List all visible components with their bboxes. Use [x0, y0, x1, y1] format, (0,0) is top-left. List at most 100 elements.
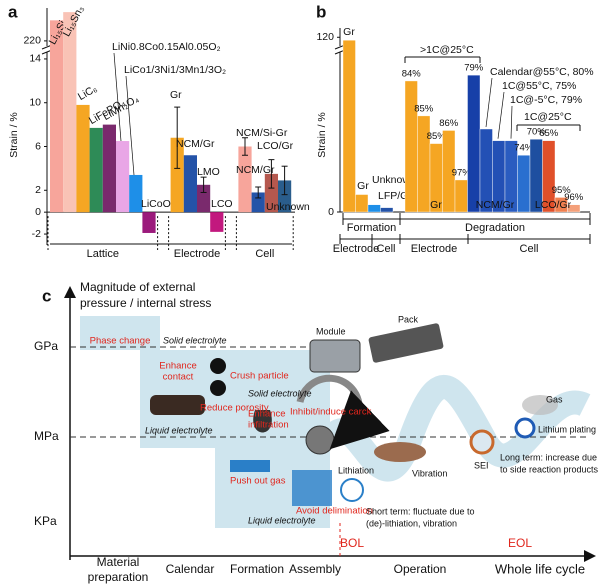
group-label: Electrode: [174, 248, 220, 260]
y-tick-label: 14: [29, 53, 41, 65]
y-tick-label: 10: [29, 97, 41, 109]
cycle-arrow: [296, 374, 390, 450]
label: Long term: increase due: [500, 452, 597, 462]
label: infiltration: [248, 420, 289, 431]
group-label: Degradation: [465, 222, 525, 234]
bar-note: 96%: [564, 192, 584, 203]
bar-label: LCO: [211, 198, 233, 210]
bar: [467, 74, 481, 213]
y-title: Magnitude of external: [80, 280, 195, 294]
cracked-particle: [305, 425, 335, 455]
label: to side reaction products: [500, 464, 599, 474]
bar-note: 95%: [552, 185, 572, 196]
bar-label: NCM/Si-Gr: [236, 127, 288, 139]
label: SEI: [474, 460, 489, 470]
bar: [264, 173, 278, 213]
panel-label: b: [316, 2, 326, 21]
group-label: Cell: [255, 248, 274, 260]
stack: [292, 470, 332, 506]
bar: [251, 192, 265, 213]
stage-label: Assembly: [289, 562, 341, 576]
axis-break: [42, 46, 52, 52]
group-note: LCO/Gr: [535, 199, 572, 211]
bar-label: LiCo1/3Ni1/3Mn1/3O₂: [124, 64, 226, 76]
panel-c: c Magnitude of external pressure / inter…: [34, 280, 599, 584]
axis-break: [335, 46, 345, 52]
label: Phase change: [90, 336, 151, 347]
label: Crush particle: [230, 371, 289, 382]
label: Avoid delimination: [296, 506, 373, 517]
panel-label: a: [8, 2, 18, 21]
bar: [197, 184, 211, 213]
bar-label: LiC₆: [76, 83, 99, 103]
bar: [542, 140, 556, 213]
label: Inhibit/induce carck: [290, 407, 372, 418]
lithiation-particle: [340, 478, 364, 502]
porous-electrode: [150, 395, 205, 415]
bar: [238, 146, 252, 213]
label: Solid electrolyte: [163, 335, 227, 345]
leader-line: [113, 52, 122, 142]
level-label: MPa: [34, 429, 59, 443]
subgroup-label: Cell: [377, 243, 396, 255]
subgroup-label: Electrode: [333, 243, 379, 255]
sei-particle: [469, 429, 495, 455]
stage-label: preparation: [88, 570, 149, 584]
group-label: Formation: [347, 222, 397, 234]
bar: [129, 174, 143, 213]
leader-line: [497, 91, 505, 139]
bar-label: Gr: [357, 180, 369, 192]
leader-line: [510, 105, 513, 139]
bar-label: LMO: [197, 166, 220, 178]
bar-label: NCM/Gr: [176, 138, 215, 150]
bar: [342, 39, 356, 213]
phase-box: [80, 316, 160, 350]
bar-label: NCM/Gr: [236, 164, 275, 176]
label: Enhance: [159, 361, 197, 372]
level-label: KPa: [34, 514, 57, 528]
stage-label: Operation: [394, 562, 447, 576]
milestone: EOL: [508, 536, 532, 550]
y-title: pressure / internal stress: [80, 296, 211, 310]
y-tick-label: 120: [316, 31, 334, 43]
stage-label: Material: [97, 555, 140, 569]
label: Lithium plating: [538, 424, 596, 434]
gas-cell: [230, 460, 270, 472]
subgroup-label: Electrode: [411, 243, 457, 255]
label: Module: [316, 326, 346, 336]
bar: [404, 80, 418, 213]
bar-note: 86%: [439, 118, 459, 129]
bar-note: 97%: [452, 167, 472, 178]
bar: [89, 127, 103, 213]
bar: [210, 212, 224, 232]
gas-cloud: [522, 395, 558, 415]
bar-label: LFP/Gr: [378, 190, 412, 202]
bar: [170, 137, 184, 213]
bar-label: LiNi0.8Co0.15Al0.05O₂: [112, 41, 221, 53]
bar: [517, 155, 531, 213]
bar-label: LCO/Gr: [257, 140, 294, 152]
bar-note: 84%: [402, 68, 422, 79]
bar-label: Gr: [343, 26, 355, 38]
y-tick-label: 6: [35, 140, 41, 152]
y-axis-title: Strain / %: [8, 112, 20, 158]
bar-note: 79%: [464, 63, 484, 74]
y-tick-label: 2: [35, 184, 41, 196]
label: Push out gas: [230, 476, 286, 487]
bar-note: 85%: [414, 103, 434, 114]
leader-line: [125, 75, 135, 176]
bar: [367, 204, 381, 213]
milestone: BOL: [340, 536, 364, 550]
pack: [368, 323, 444, 363]
bar-note: 85%: [427, 131, 447, 142]
pore: [253, 410, 272, 433]
y-tick-label: 0: [328, 206, 334, 218]
bar: [76, 104, 90, 213]
particle: [210, 380, 226, 396]
annotation: Calendar@55°C, 80%: [490, 66, 594, 78]
bar: [454, 179, 468, 213]
stage-label: Calendar: [166, 562, 215, 576]
label: Pack: [398, 314, 419, 324]
